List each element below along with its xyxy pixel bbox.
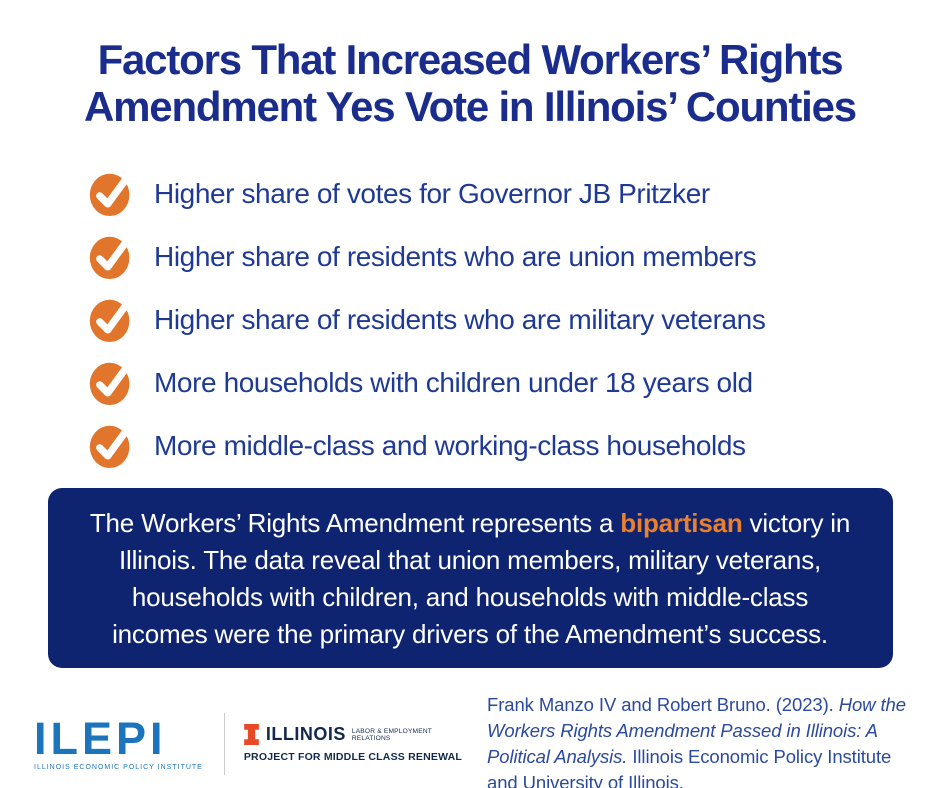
uiuc-department-line: RELATIONS [351, 734, 391, 742]
callout-line-2: Illinois. The data reveal that union mem… [118, 544, 822, 575]
check-icon [88, 359, 133, 407]
footer: ILEPI ILLINOIS ECONOMIC POLICY INSTITUTE… [34, 692, 906, 788]
uiuc-department: LABOR & EMPLOYMENT RELATIONS [352, 728, 432, 743]
factor-item: Higher share of votes for Governor JB Pr… [88, 171, 940, 218]
citation: Frank Manzo IV and Robert Bruno. (2023).… [487, 692, 906, 788]
citation-authors: Frank Manzo IV and Robert Bruno. (2023). [487, 693, 839, 715]
uiuc-logo-row: ILLINOIS LABOR & EMPLOYMENT RELATIONS [243, 724, 462, 746]
callout-highlight: bipartisan [620, 507, 743, 538]
factors-list: Higher share of votes for Governor JB Pr… [88, 171, 940, 470]
check-icon [88, 296, 133, 344]
check-icon [88, 422, 133, 470]
check-icon [88, 233, 133, 281]
factor-label: More middle-class and working-class hous… [154, 430, 746, 462]
callout-text: The Workers’ Rights Amendment represents… [89, 507, 621, 538]
uiuc-pmcr-logo: ILLINOIS LABOR & EMPLOYMENT RELATIONS PR… [244, 724, 462, 763]
ilepi-logo: ILEPI ILLINOIS ECONOMIC POLICY INSTITUTE [34, 712, 203, 771]
logo-divider [223, 712, 225, 775]
callout-text: victory in [742, 507, 851, 538]
factor-item: Higher share of residents who are union … [88, 234, 940, 281]
citation-title: How the Workers Rights Amendment Passed … [487, 693, 906, 767]
summary-callout: The Workers’ Rights Amendment represents… [47, 487, 893, 668]
uiuc-block-i-icon [243, 724, 259, 746]
uiuc-department-line: LABOR & EMPLOYMENT [351, 727, 433, 735]
check-icon [88, 170, 133, 218]
callout-line-4: incomes were the primary drivers of the … [112, 618, 828, 649]
citation-publisher: Illinois Economic Policy Institute and U… [487, 745, 892, 788]
factor-label: More households with children under 18 y… [154, 367, 753, 399]
ilepi-logo-acronym: ILEPI [34, 712, 167, 764]
factor-item: More middle-class and working-class hous… [88, 423, 940, 470]
callout-line-1: The Workers’ Rights Amendment represents… [76, 505, 865, 542]
factor-item: More households with children under 18 y… [88, 360, 940, 407]
ilepi-logo-fullname: ILLINOIS ECONOMIC POLICY INSTITUTE [34, 763, 203, 771]
uiuc-wordmark: ILLINOIS [265, 724, 346, 745]
factor-label: Higher share of votes for Governor JB Pr… [154, 178, 710, 210]
callout-line-3: households with children, and households… [131, 581, 809, 612]
title-line-1: Factors That Increased Workers’ Rights [97, 36, 844, 83]
uiuc-project-name: PROJECT FOR MIDDLE CLASS RENEWAL [243, 751, 463, 764]
factor-item: Higher share of residents who are milita… [88, 297, 940, 344]
factor-label: Higher share of residents who are union … [154, 241, 757, 273]
title-line-2: Amendment Yes Vote in Illinois’ Counties [84, 83, 857, 131]
factor-label: Higher share of residents who are milita… [154, 304, 766, 336]
page-title: Factors That Increased Workers’ Rights A… [0, 36, 940, 131]
